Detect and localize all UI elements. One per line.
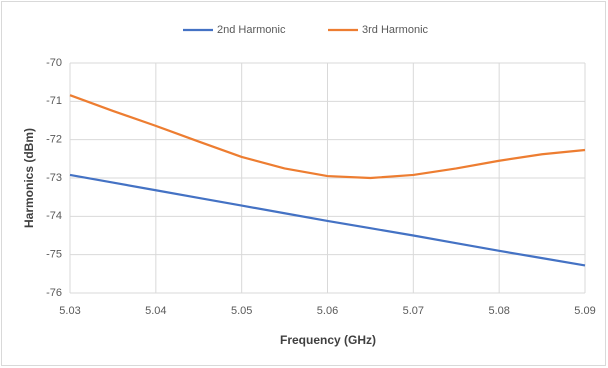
legend-label: 2nd Harmonic xyxy=(217,24,286,36)
y-tick-label: -74 xyxy=(46,210,62,222)
series-line xyxy=(69,94,586,180)
x-tick-label: 5.03 xyxy=(59,305,80,317)
x-tick-label: 5.09 xyxy=(574,305,595,317)
x-tick-label: 5.05 xyxy=(231,305,252,317)
x-tick-label: 5.08 xyxy=(488,305,509,317)
y-axis-title: Harmonics (dBm) xyxy=(22,128,36,228)
y-tick-label: -73 xyxy=(46,172,62,184)
y-tick-label: -76 xyxy=(46,287,62,299)
x-tick-label: 5.07 xyxy=(403,305,424,317)
x-axis-title: Frequency (GHz) xyxy=(280,333,376,347)
series-line xyxy=(69,173,586,267)
y-tick-label: -72 xyxy=(46,134,62,146)
x-tick-label: 5.04 xyxy=(145,305,166,317)
legend-label: 3rd Harmonic xyxy=(362,24,429,36)
y-tick-label: -71 xyxy=(46,95,62,107)
x-tick-label: 5.06 xyxy=(317,305,338,317)
y-tick-label: -75 xyxy=(46,249,62,261)
y-tick-label: -70 xyxy=(46,57,62,69)
